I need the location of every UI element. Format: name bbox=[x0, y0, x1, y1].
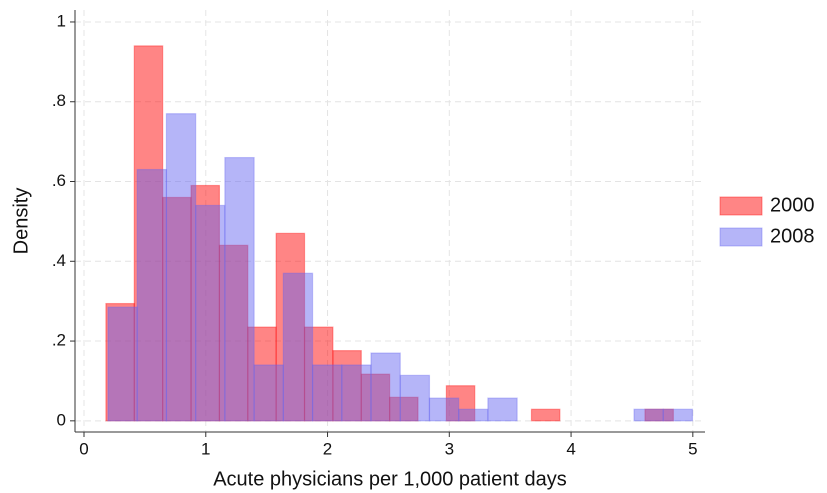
histogram-bar bbox=[195, 204, 226, 422]
y-axis-title: Density bbox=[10, 188, 32, 255]
histogram-bar bbox=[644, 408, 674, 422]
x-tick-label: 5 bbox=[688, 439, 697, 458]
legend-label: 2000 bbox=[770, 194, 815, 216]
histogram-bar bbox=[360, 373, 391, 422]
y-tick-label: .8 bbox=[52, 91, 66, 110]
y-tick-label: 1 bbox=[57, 11, 66, 30]
x-tick-label: 1 bbox=[201, 439, 210, 458]
histogram-bar bbox=[275, 232, 306, 422]
histogram-bar bbox=[253, 364, 284, 422]
histogram-bar bbox=[530, 408, 561, 422]
histogram-bar bbox=[445, 385, 476, 422]
histogram-bar bbox=[389, 396, 419, 422]
histogram-bar bbox=[218, 244, 249, 422]
x-tick-label: 2 bbox=[323, 439, 332, 458]
histogram-bar bbox=[332, 350, 362, 422]
y-tick-label: .6 bbox=[52, 171, 66, 190]
histogram-bar bbox=[282, 272, 314, 422]
histogram-bar bbox=[190, 184, 221, 422]
legend-label: 2008 bbox=[770, 225, 815, 247]
histogram-bar bbox=[487, 397, 518, 422]
histogram-bar bbox=[107, 306, 138, 422]
histogram-bar bbox=[662, 408, 694, 422]
x-tick-label: 4 bbox=[566, 439, 575, 458]
histogram-bar bbox=[370, 352, 401, 422]
y-tick-label: 0 bbox=[57, 410, 66, 429]
histogram-bar bbox=[311, 364, 343, 422]
histogram-bar bbox=[162, 196, 192, 422]
y-tick-label: .2 bbox=[52, 331, 66, 350]
legend-swatch bbox=[719, 227, 763, 247]
histogram-bar bbox=[133, 45, 164, 422]
histogram-bar bbox=[303, 326, 334, 422]
y-tick-label: .4 bbox=[52, 251, 66, 270]
histogram-bar bbox=[341, 364, 372, 422]
legend-swatch bbox=[719, 196, 763, 216]
histogram-bar bbox=[633, 408, 664, 422]
x-tick-label: 0 bbox=[79, 439, 88, 458]
histogram-bar bbox=[458, 408, 489, 422]
histogram-bar bbox=[247, 326, 277, 422]
x-axis-title: Acute physicians per 1,000 patient days bbox=[213, 468, 567, 490]
histogram-bar bbox=[428, 397, 460, 422]
histogram-bar bbox=[105, 302, 135, 422]
histogram-bar bbox=[399, 374, 431, 422]
histogram-bar bbox=[136, 168, 168, 422]
x-tick-label: 3 bbox=[445, 439, 454, 458]
histogram-bar bbox=[165, 113, 197, 422]
histogram-bar bbox=[224, 156, 255, 422]
